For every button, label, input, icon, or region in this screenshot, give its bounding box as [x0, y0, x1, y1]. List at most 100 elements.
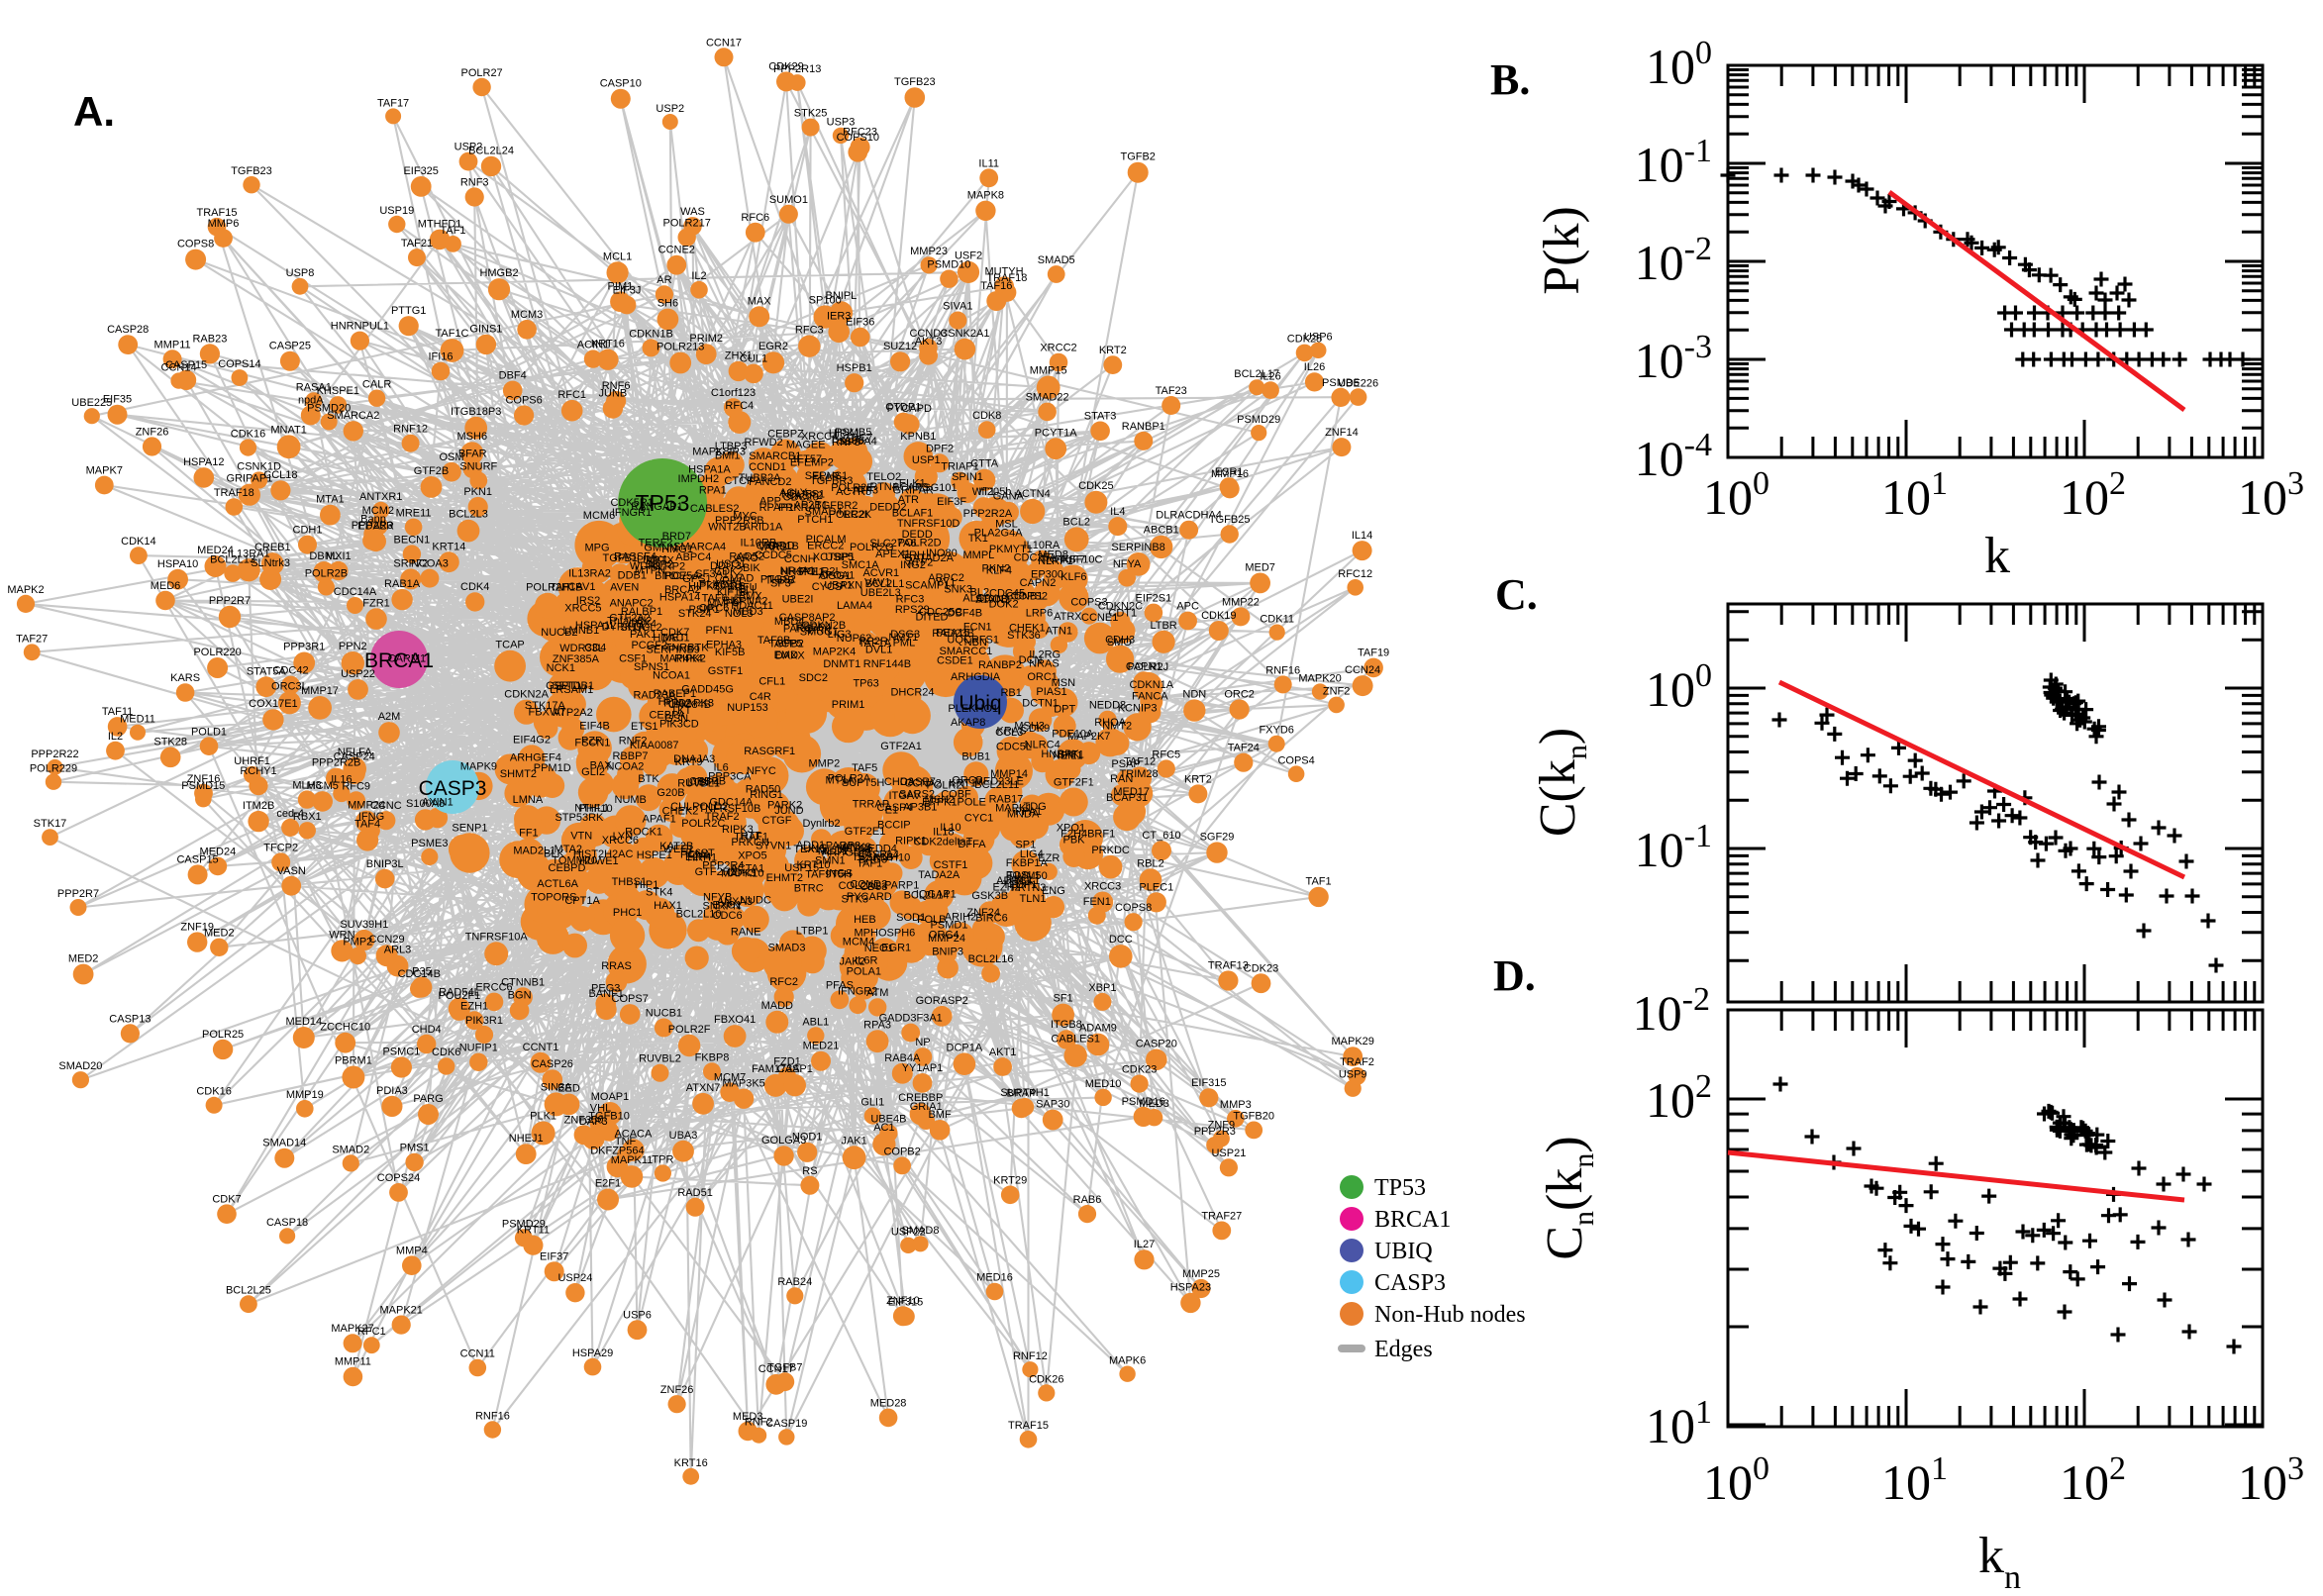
svg-text:CASP3: CASP3 [1374, 1270, 1446, 1296]
svg-text:ANTXR1: ANTXR1 [359, 491, 402, 503]
svg-text:RIPK3: RIPK3 [722, 824, 754, 836]
svg-text:EIF325: EIF325 [403, 165, 438, 177]
svg-text:AKAP8: AKAP8 [951, 717, 985, 729]
svg-text:XRCC2: XRCC2 [1040, 343, 1076, 354]
svg-text:ARID1A: ARID1A [744, 522, 783, 534]
svg-text:KIF5B: KIF5B [715, 647, 746, 658]
svg-text:RB1: RB1 [1000, 687, 1021, 699]
svg-text:MMP6: MMP6 [208, 218, 240, 230]
svg-text:TGFB25: TGFB25 [1209, 514, 1251, 526]
svg-text:MLH3: MLH3 [292, 779, 321, 791]
svg-text:MNDA: MNDA [1007, 809, 1040, 821]
svg-text:GTF2A2: GTF2A2 [609, 613, 651, 625]
svg-text:CPT1A: CPT1A [564, 895, 600, 907]
svg-text:CASP25: CASP25 [269, 341, 311, 352]
svg-text:GTF2F1: GTF2F1 [1054, 776, 1094, 788]
svg-text:BCAP31: BCAP31 [1106, 792, 1148, 804]
svg-text:POLA1: POLA1 [847, 966, 881, 978]
svg-text:PDIA3: PDIA3 [376, 1085, 408, 1097]
svg-text:DCC: DCC [1109, 934, 1133, 946]
svg-text:STK24: STK24 [678, 608, 712, 620]
svg-text:ZNF385A: ZNF385A [553, 653, 600, 665]
svg-text:ABPC4: ABPC4 [675, 551, 711, 563]
svg-text:TSG101: TSG101 [917, 482, 958, 494]
svg-text:PPP2R2A: PPP2R2A [963, 508, 1013, 520]
svg-text:RNF3: RNF3 [460, 177, 489, 189]
svg-text:PDE10A: PDE10A [1052, 728, 1094, 740]
svg-text:TRAF27: TRAF27 [1201, 1211, 1242, 1223]
svg-text:STAT3: STAT3 [1084, 411, 1117, 423]
svg-text:KRT29: KRT29 [993, 1175, 1027, 1187]
svg-text:KRT16: KRT16 [591, 339, 625, 350]
svg-text:WEE1: WEE1 [663, 844, 694, 855]
svg-text:PCNA: PCNA [680, 848, 711, 860]
svg-text:RNF2: RNF2 [619, 736, 648, 748]
svg-text:LMNB1: LMNB1 [563, 625, 600, 637]
svg-text:CDK11: CDK11 [1260, 614, 1294, 626]
svg-text:C.: C. [1495, 570, 1538, 619]
svg-text:RPS29: RPS29 [895, 604, 930, 616]
svg-text:PHF10: PHF10 [578, 803, 612, 815]
svg-text:RP2R: RP2R [858, 636, 887, 648]
svg-text:POLR2B: POLR2B [305, 567, 348, 579]
svg-text:RUVBL1: RUVBL1 [677, 777, 720, 789]
svg-text:NMT1: NMT1 [888, 632, 918, 644]
svg-text:CD4: CD4 [584, 643, 606, 654]
svg-text:POLR229: POLR229 [30, 762, 77, 774]
svg-text:TGFB10: TGFB10 [588, 1111, 630, 1123]
svg-text:MMP23: MMP23 [910, 246, 948, 257]
svg-text:CDC14A: CDC14A [334, 586, 377, 598]
svg-text:KRT9: KRT9 [675, 756, 703, 768]
svg-text:WNK3: WNK3 [840, 842, 871, 853]
svg-text:RANBP2: RANBP2 [978, 659, 1022, 671]
svg-text:PPP3CA: PPP3CA [708, 770, 752, 782]
svg-text:HUWE1: HUWE1 [579, 855, 619, 867]
svg-text:IL10: IL10 [940, 822, 960, 834]
svg-text:INO80: INO80 [926, 548, 958, 559]
svg-text:RALBP1: RALBP1 [621, 606, 662, 618]
svg-text:GSN: GSN [664, 713, 688, 725]
svg-text:TNFRSF10D: TNFRSF10D [897, 518, 960, 530]
svg-text:TGFB20: TGFB20 [1233, 1111, 1274, 1123]
svg-text:DAXX: DAXX [775, 650, 806, 662]
svg-text:PPP3R1: PPP3R1 [283, 641, 325, 652]
svg-text:ITGB18P3: ITGB18P3 [451, 406, 501, 418]
svg-text:TRAF1: TRAF1 [734, 831, 768, 843]
svg-text:CABLES2: CABLES2 [690, 503, 740, 515]
svg-text:TAF12: TAF12 [1124, 755, 1156, 767]
svg-text:CCDC5: CCDC5 [755, 549, 792, 561]
svg-text:CDK8: CDK8 [972, 410, 1001, 422]
svg-text:LAMA4: LAMA4 [837, 600, 872, 612]
svg-text:TGFB23: TGFB23 [894, 76, 936, 88]
svg-text:MED14: MED14 [285, 1016, 322, 1028]
svg-text:RNF6: RNF6 [602, 380, 631, 392]
svg-text:UNG: UNG [803, 843, 827, 854]
svg-text:TGFBR2: TGFBR2 [815, 500, 858, 512]
svg-text:GTF2A1: GTF2A1 [880, 741, 922, 752]
svg-text:P(k): P(k) [1534, 206, 1590, 295]
svg-text:CHD4: CHD4 [412, 1024, 442, 1036]
svg-text:DCP1A: DCP1A [947, 1042, 983, 1053]
svg-text:ERH: ERH [902, 549, 925, 561]
svg-text:UHRF1: UHRF1 [234, 755, 270, 767]
svg-text:PTTG1: PTTG1 [391, 305, 426, 317]
svg-text:IL2RG: IL2RG [1029, 648, 1060, 660]
svg-text:RASGRF1: RASGRF1 [744, 746, 795, 757]
svg-text:TP63: TP63 [853, 677, 878, 689]
svg-text:MSH6: MSH6 [457, 431, 488, 443]
svg-text:SH3GL2: SH3GL2 [620, 622, 661, 634]
svg-text:CASP24: CASP24 [334, 751, 375, 763]
svg-text:SIVA1: SIVA1 [943, 300, 972, 312]
svg-text:Ubiq: Ubiq [959, 692, 1001, 715]
svg-text:MMP2: MMP2 [809, 757, 841, 769]
svg-text:CASP2: CASP2 [787, 490, 823, 502]
svg-text:E2F1: E2F1 [595, 1178, 621, 1190]
svg-text:POLR217: POLR217 [663, 218, 711, 230]
svg-text:RFC5: RFC5 [1152, 748, 1180, 760]
svg-text:SH6: SH6 [657, 298, 678, 310]
svg-text:MAPK8IP3: MAPK8IP3 [692, 446, 746, 457]
svg-text:TNFRSF10A: TNFRSF10A [465, 931, 529, 943]
svg-text:MAPK20: MAPK20 [1298, 672, 1341, 684]
svg-text:AVEN: AVEN [610, 581, 639, 593]
svg-text:CDK2deltaT: CDK2deltaT [913, 837, 972, 848]
